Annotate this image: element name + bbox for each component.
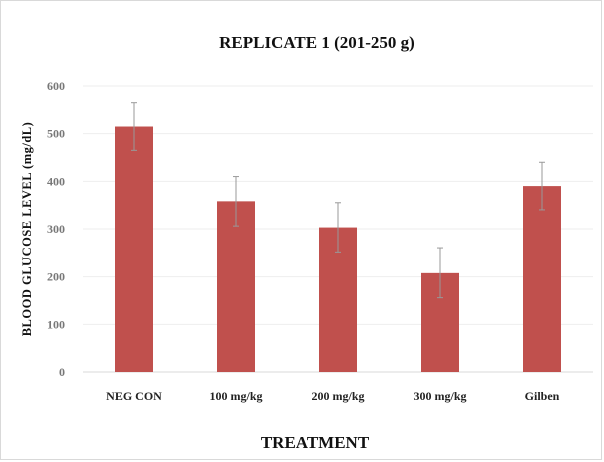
bars	[115, 126, 561, 373]
y-tick-label: 400	[47, 174, 65, 188]
category-label: 100 mg/kg	[209, 389, 262, 403]
y-tick-label: 100	[47, 317, 65, 331]
category-label: NEG CON	[106, 389, 162, 403]
y-tick-labels: 0 100 200 300 400 500 600	[47, 79, 65, 379]
error-bar	[539, 161, 545, 211]
bar	[217, 201, 255, 372]
y-tick-label: 600	[47, 79, 65, 93]
y-axis-title: BLOOD GLUCOSE LEVEL (mg/dL)	[20, 122, 34, 337]
x-axis-title: TREATMENT	[261, 433, 370, 452]
chart-title: REPLICATE 1 (201-250 g)	[219, 33, 415, 52]
bar	[115, 126, 153, 373]
error-bar	[233, 176, 239, 227]
bar	[523, 186, 561, 372]
error-bar	[131, 102, 137, 151]
y-tick-label: 500	[47, 127, 65, 141]
error-bar	[437, 247, 443, 299]
y-tick-label: 200	[47, 270, 65, 284]
y-tick-label: 0	[59, 365, 65, 379]
category-label: 300 mg/kg	[413, 389, 466, 403]
y-tick-label: 300	[47, 222, 65, 236]
error-bar	[335, 202, 341, 253]
category-labels: NEG CON 100 mg/kg 200 mg/kg 300 mg/kg Gilben	[106, 389, 559, 403]
category-label: 200 mg/kg	[311, 389, 364, 403]
category-label: Gilben	[525, 389, 560, 403]
error-bars	[131, 102, 545, 299]
